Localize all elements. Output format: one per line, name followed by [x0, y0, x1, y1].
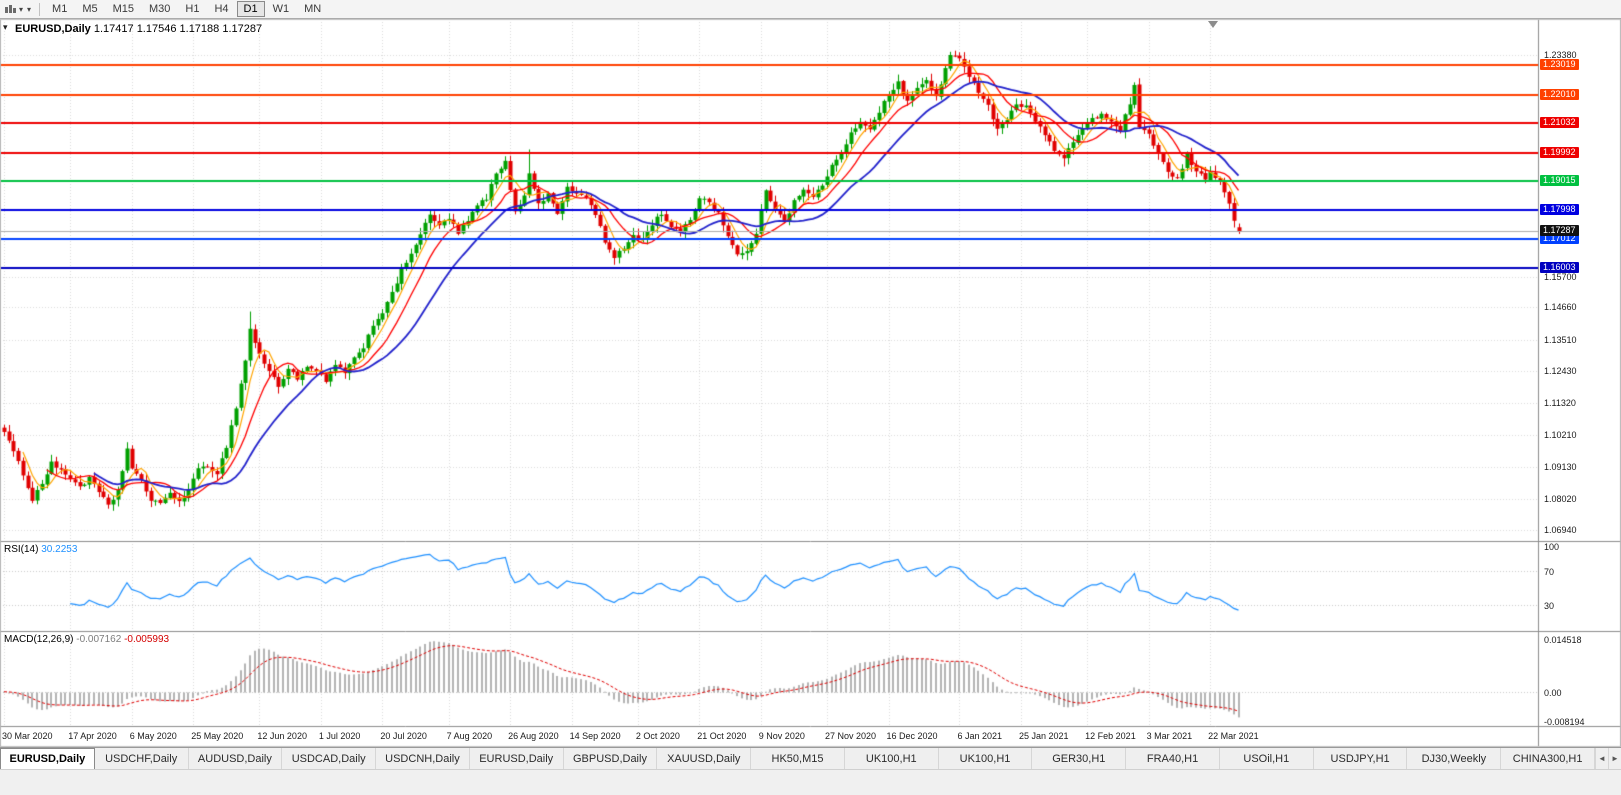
chart-tab-11-ger30-h1[interactable]: GER30,H1	[1032, 748, 1127, 769]
timeframe-button-d1[interactable]: D1	[236, 1, 265, 17]
toolbar-separator	[39, 2, 41, 16]
chart-tabs: EURUSD,Daily USDCHF,Daily AUDUSD,Daily USDC…	[0, 748, 1595, 769]
timeframe-button-h1[interactable]: H1	[178, 1, 206, 17]
timeframe-button-w1[interactable]: W1	[266, 1, 297, 17]
chart-tab-14-usdjpy-h1[interactable]: USDJPY,H1	[1314, 748, 1408, 769]
chart-tab-7-xauusd-daily[interactable]: XAUUSD,Daily	[657, 748, 752, 769]
timeframe-button-mn[interactable]: MN	[297, 1, 328, 17]
chart-tab-6-gbpusd-daily[interactable]: GBPUSD,Daily	[564, 748, 658, 769]
timeframe-button-m30[interactable]: M30	[142, 1, 177, 17]
chart-tab-13-usoil-h1[interactable]: USOil,H1	[1220, 748, 1314, 769]
chart-tab-8-hk50-m15[interactable]: HK50,M15	[751, 748, 845, 769]
chart-tab-10-uk100-h1[interactable]: UK100,H1	[939, 748, 1033, 769]
chart-tab-bar: EURUSD,Daily USDCHF,Daily AUDUSD,Daily USDC…	[0, 747, 1621, 769]
tab-scroll-left-icon[interactable]: ◄	[1595, 748, 1608, 769]
chart-tab-12-fra40-h1[interactable]: FRA40,H1	[1126, 748, 1220, 769]
chart-tab-16-china300-h1[interactable]: CHINA300,H1	[1501, 748, 1595, 769]
chart-tab-1-usdchf-daily[interactable]: USDCHF,Daily	[95, 748, 189, 769]
timeframe-button-m1[interactable]: M1	[45, 1, 74, 17]
timeframe-toolbar: M1 M5 M15 M30 H1 H4 D1 W1 MN	[45, 1, 328, 17]
chart-tab-2-audusd-daily[interactable]: AUDUSD,Daily	[189, 748, 283, 769]
zoom-dropdown-icon[interactable]: ▾	[27, 4, 32, 14]
chart-tab-3-usdcad-daily[interactable]: USDCAD,Daily	[282, 748, 377, 769]
timeframe-button-m15[interactable]: M15	[106, 1, 141, 17]
timeframe-button-m5[interactable]: M5	[75, 1, 104, 17]
chart-type-icon[interactable]	[4, 3, 17, 15]
toolbar: ▾ ▾ M1 M5 M15 M30 H1 H4 D1 W1 MN	[0, 0, 1621, 19]
timeframe-button-h4[interactable]: H4	[207, 1, 235, 17]
chart-tab-4-usdcnh-daily[interactable]: USDCNH,Daily	[376, 748, 470, 769]
chart-tab-5-eurusd-daily[interactable]: EURUSD,Daily	[470, 748, 564, 769]
chart-tab-15-dj30-weekly[interactable]: DJ30,Weekly	[1407, 748, 1502, 769]
chart-shift-marker-icon[interactable]	[1208, 21, 1218, 28]
tab-scroll-right-icon[interactable]: ►	[1608, 748, 1621, 769]
status-bar	[0, 769, 1621, 795]
chart-tab-0-eurusd-daily[interactable]: EURUSD,Daily	[0, 748, 95, 769]
chart-type-dropdown-icon[interactable]: ▾	[19, 4, 24, 14]
chart-tab-9-uk100-h1[interactable]: UK100,H1	[845, 748, 939, 769]
